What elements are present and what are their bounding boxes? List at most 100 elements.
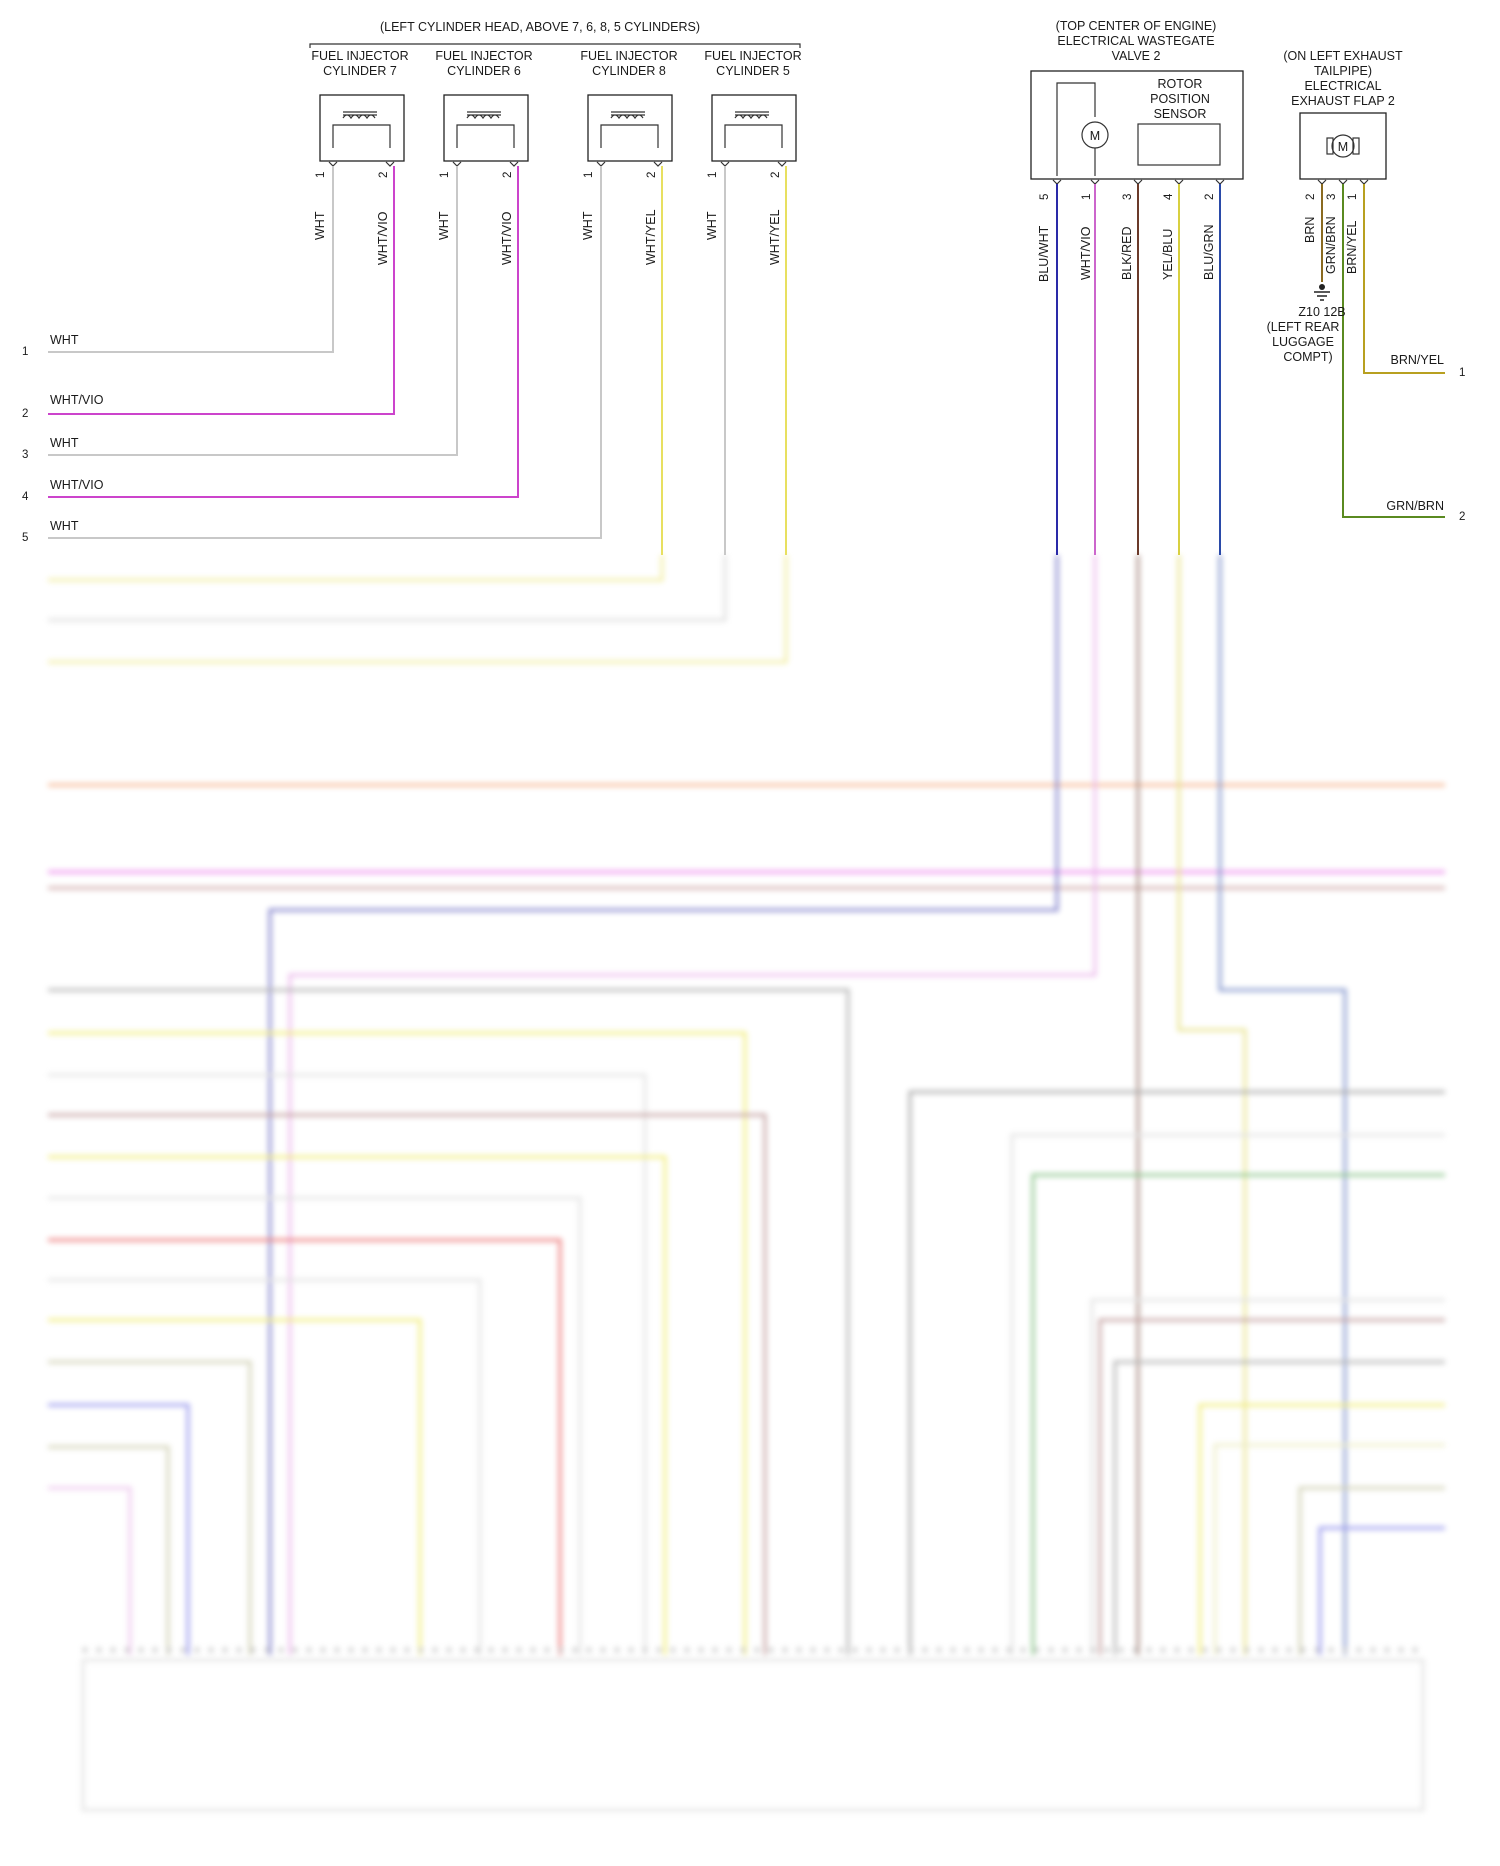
ground-label-line1: Z10 12B (1298, 305, 1345, 319)
flap-wire-line-grn-brn (1342, 184, 1445, 518)
wire-1-wht (48, 166, 334, 353)
injector-7-box (319, 94, 405, 167)
wastegate-wire-wht-vio: WHT/VIO (1079, 226, 1093, 280)
blur-wire-brn-r5 (1098, 1318, 1445, 1655)
wastegate-pin-1: 1 (1081, 194, 1093, 200)
injector-6-wire2-label: WHT/VIO (500, 211, 514, 265)
injector-7-pin1: 1 (315, 172, 327, 178)
exhaust-flap-box (1299, 112, 1387, 185)
wastegate-wires (1056, 184, 1221, 555)
right-wire-1-label: BRN/YEL (1391, 353, 1445, 367)
flap-wire-grn-brn: GRN/BRN (1324, 216, 1338, 274)
wastegate-pin-4: 4 (1163, 193, 1175, 200)
injector-6-title-line2: CYLINDER 6 (447, 64, 521, 78)
flap-location-line3: ELECTRICAL (1304, 79, 1381, 93)
injector-5-pin1: 1 (707, 172, 719, 178)
blur-wire-yel-r7 (1198, 1403, 1445, 1655)
left-pin-3: 3 (22, 449, 28, 461)
blur-wire-gry-r6 (1113, 1360, 1445, 1655)
injector-8-pin2: 2 (646, 172, 658, 178)
wastegate-wire-blu-wht: BLU/WHT (1037, 225, 1051, 282)
left-wire-1-label: WHT (50, 333, 79, 347)
blur-wire-wht-7 (48, 555, 727, 622)
blur-wire-wht-6 (48, 1196, 582, 1655)
blur-ecm-box (82, 1659, 1424, 1811)
blur-wire-blu-grn (1218, 555, 1347, 1655)
flap-wire-line-brn-yel (1363, 184, 1445, 374)
injector-8-title-line1: FUEL INJECTOR (580, 49, 677, 63)
blur-wire-yel-9 (48, 1318, 422, 1655)
injector-5-box (711, 94, 797, 167)
wastegate-location-line3: VALVE 2 (1112, 49, 1161, 63)
blur-wire-grn-r3 (1031, 1173, 1445, 1655)
ground-symbol-icon (1314, 284, 1330, 301)
injector-7-title-line2: CYLINDER 7 (323, 64, 397, 78)
blur-wire-yel-blu (1177, 555, 1247, 1655)
wastegate-wire-blu-grn: BLU/GRN (1202, 224, 1216, 280)
wastegate-box (1030, 70, 1244, 185)
left-pin-4: 4 (22, 491, 29, 503)
wastegate-wire-yel-blu: YEL/BLU (1161, 229, 1175, 280)
blur-wire-gry-1 (48, 988, 850, 1655)
injector-5-title-line1: FUEL INJECTOR (704, 49, 801, 63)
ground-label-line4: COMPT) (1283, 350, 1332, 364)
ground-label-line2: (LEFT REAR (1267, 320, 1340, 334)
blur-wire-tan-r9 (1298, 1486, 1445, 1655)
injector-6-box (443, 94, 529, 167)
left-pin-1: 1 (22, 346, 28, 358)
flap-location-line2: TAILPIPE) (1314, 64, 1372, 78)
flap-wire-brn: BRN (1303, 217, 1317, 243)
injector-8-wire2-label: WHT/YEL (644, 209, 658, 265)
blur-wire-pink-13 (48, 1486, 132, 1655)
left-wire-5-label: WHT (50, 519, 79, 533)
blur-wire-tan-10 (48, 1360, 252, 1655)
blur-wire-tan-12 (48, 1445, 170, 1655)
wire-2-wht-vio (48, 166, 395, 415)
injector-5-pin2: 2 (770, 172, 782, 178)
blur-wire-wht-3 (48, 1073, 647, 1655)
injector-7-wire2-label: WHT/VIO (376, 211, 390, 265)
blur-wire-wht-r4 (1090, 1298, 1445, 1655)
blur-wire-yel-2 (48, 1031, 747, 1655)
injector-6-pin1: 1 (439, 172, 451, 178)
injector-7-pin2: 2 (378, 172, 390, 178)
blur-wire-yel-5 (48, 1155, 667, 1655)
blur-wire-red-7 (48, 1238, 562, 1655)
injector-6-wire1-label: WHT (437, 211, 451, 240)
flap-location-line1: (ON LEFT EXHAUST (1283, 49, 1403, 63)
wire-3-wht (48, 166, 458, 456)
left-pin-2: 2 (22, 408, 28, 420)
flap-motor-symbol: M (1338, 140, 1348, 154)
ground-label-line3: LUGGAGE (1272, 335, 1334, 349)
injector-5-wire1-label: WHT (705, 211, 719, 240)
blur-wire-wht-r2 (1010, 1133, 1445, 1655)
blur-wire-yel-6 (48, 555, 664, 582)
blur-wire-wht-vio (288, 555, 1097, 1655)
injector-8-wire1-label: WHT (581, 211, 595, 240)
wastegate-pin-3: 3 (1122, 194, 1134, 200)
wastegate-pin-2: 2 (1204, 194, 1216, 200)
rotor-sensor-line2: POSITION (1150, 92, 1210, 106)
flap-wires (1321, 184, 1445, 518)
left-pin-5: 5 (22, 532, 28, 544)
blur-wire-gry-r1 (908, 1090, 1445, 1655)
right-pin-1: 1 (1459, 367, 1465, 379)
wastegate-motor-symbol: M (1090, 129, 1100, 143)
injector-8-pin1: 1 (583, 172, 595, 178)
blur-wire-yel-8 (48, 555, 788, 664)
blur-wire-brn-4 (48, 1113, 767, 1655)
blur-wire-wht-8 (48, 1278, 482, 1655)
injector-6-title-line1: FUEL INJECTOR (435, 49, 532, 63)
injector-8-box (587, 94, 673, 167)
blur-wire-lyel-r8 (1213, 1443, 1445, 1655)
blurred-wiring (48, 555, 1445, 1811)
injector-8-title-line2: CYLINDER 8 (592, 64, 666, 78)
blur-wire-blu-11 (48, 1403, 190, 1655)
injector-6-pin2: 2 (502, 172, 514, 178)
left-group-bracket (309, 43, 801, 48)
flap-pin-3: 3 (1326, 194, 1338, 200)
flap-location-line4: EXHAUST FLAP 2 (1291, 94, 1395, 108)
blur-wire-blu-r10 (1318, 1526, 1445, 1655)
wastegate-location-line1: (TOP CENTER OF ENGINE) (1056, 19, 1217, 33)
